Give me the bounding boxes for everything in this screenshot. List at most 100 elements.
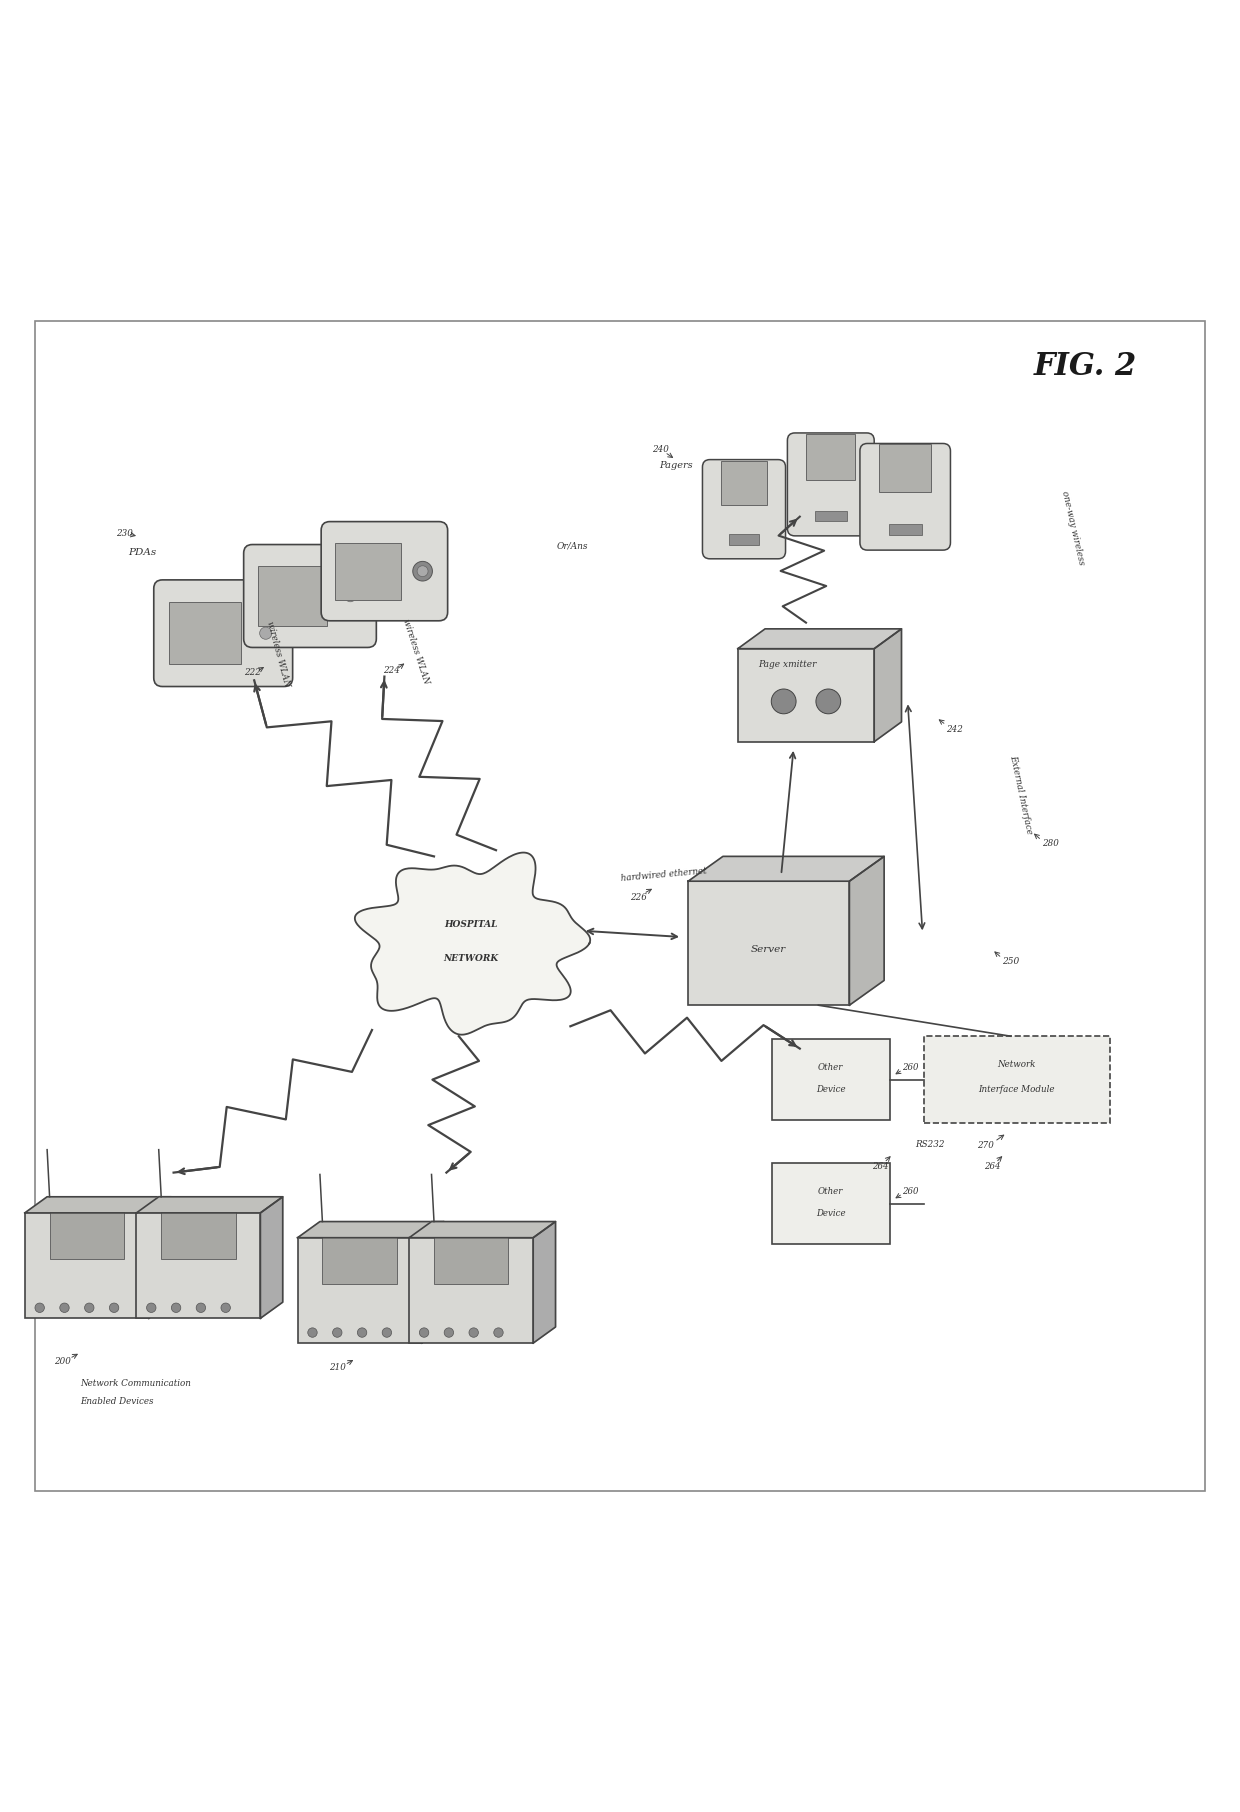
Text: 200: 200 — [53, 1357, 71, 1366]
Circle shape — [171, 1303, 181, 1312]
Circle shape — [494, 1328, 503, 1337]
Circle shape — [60, 1303, 69, 1312]
Bar — [298, 1238, 422, 1343]
Text: wireless WLAN: wireless WLAN — [264, 620, 291, 689]
Text: External Interface: External Interface — [1008, 754, 1033, 835]
Polygon shape — [25, 1196, 171, 1212]
Circle shape — [146, 1303, 156, 1312]
Text: 224: 224 — [383, 665, 401, 674]
Circle shape — [254, 622, 277, 643]
Polygon shape — [136, 1196, 283, 1212]
Circle shape — [84, 1303, 94, 1312]
FancyBboxPatch shape — [861, 444, 950, 551]
Text: PDAs: PDAs — [129, 547, 156, 556]
Circle shape — [816, 689, 841, 714]
Text: 270: 270 — [977, 1142, 994, 1151]
Circle shape — [340, 585, 361, 607]
FancyBboxPatch shape — [243, 545, 377, 647]
Text: 250: 250 — [1002, 957, 1019, 966]
Circle shape — [109, 1303, 119, 1312]
Text: one-way wireless: one-way wireless — [1060, 489, 1085, 565]
Polygon shape — [260, 1196, 283, 1319]
Polygon shape — [849, 857, 884, 1006]
Bar — [169, 602, 242, 665]
Text: Other: Other — [818, 1187, 843, 1196]
Circle shape — [444, 1328, 454, 1337]
Circle shape — [221, 1303, 231, 1312]
Text: 280: 280 — [1042, 839, 1059, 848]
Bar — [879, 444, 931, 493]
Polygon shape — [422, 1221, 444, 1343]
Bar — [738, 649, 874, 741]
Text: 230: 230 — [115, 529, 133, 538]
Text: 226: 226 — [630, 893, 647, 902]
Polygon shape — [738, 629, 901, 649]
Bar — [161, 1212, 236, 1259]
Bar — [771, 1163, 890, 1243]
Text: Device: Device — [816, 1209, 846, 1218]
Circle shape — [413, 562, 433, 582]
Text: Network: Network — [998, 1060, 1035, 1069]
Circle shape — [345, 591, 356, 602]
Polygon shape — [298, 1221, 444, 1238]
Polygon shape — [874, 629, 901, 741]
Polygon shape — [355, 853, 590, 1035]
Circle shape — [332, 1328, 342, 1337]
Bar — [409, 1238, 533, 1343]
Bar — [434, 1236, 508, 1285]
Text: Pagers: Pagers — [658, 462, 693, 471]
Text: NETWORK: NETWORK — [444, 953, 498, 962]
FancyBboxPatch shape — [787, 433, 874, 536]
FancyBboxPatch shape — [154, 580, 293, 687]
Bar — [889, 524, 921, 535]
Bar — [50, 1212, 124, 1259]
Text: Other: Other — [818, 1062, 843, 1071]
Text: 260: 260 — [901, 1062, 919, 1071]
Polygon shape — [688, 857, 884, 881]
Bar — [688, 881, 849, 1006]
Text: HOSPITAL: HOSPITAL — [444, 920, 498, 930]
Bar — [25, 1212, 149, 1319]
Bar — [322, 1236, 397, 1285]
Bar — [806, 435, 856, 480]
Circle shape — [259, 627, 272, 640]
Circle shape — [35, 1303, 45, 1312]
Text: Or/Ans: Or/Ans — [557, 542, 589, 551]
Bar — [720, 460, 768, 506]
Bar — [136, 1212, 260, 1319]
Circle shape — [308, 1328, 317, 1337]
Text: Enabled Devices: Enabled Devices — [81, 1397, 154, 1406]
Text: 264: 264 — [983, 1161, 1001, 1171]
Text: 260: 260 — [901, 1187, 919, 1196]
Text: Interface Module: Interface Module — [978, 1085, 1055, 1094]
Circle shape — [419, 1328, 429, 1337]
Text: 240: 240 — [652, 446, 670, 455]
Circle shape — [382, 1328, 392, 1337]
Circle shape — [771, 689, 796, 714]
Bar — [335, 542, 401, 600]
Circle shape — [357, 1328, 367, 1337]
Text: Device: Device — [816, 1085, 846, 1094]
FancyBboxPatch shape — [321, 522, 448, 622]
Text: 210: 210 — [329, 1363, 346, 1372]
Text: RS232: RS232 — [915, 1140, 945, 1149]
Text: 222: 222 — [244, 669, 262, 678]
Bar — [729, 535, 759, 545]
Bar — [258, 565, 327, 625]
Bar — [771, 1040, 890, 1120]
Bar — [815, 511, 847, 522]
Text: Network Communication: Network Communication — [81, 1379, 191, 1388]
Bar — [924, 1036, 1110, 1123]
Polygon shape — [409, 1221, 556, 1238]
Circle shape — [196, 1303, 206, 1312]
Text: 242: 242 — [946, 725, 963, 734]
Polygon shape — [533, 1221, 556, 1343]
Text: Page xmitter: Page xmitter — [758, 660, 817, 669]
FancyBboxPatch shape — [702, 460, 786, 558]
Circle shape — [417, 565, 428, 576]
Text: wireless WLAN: wireless WLAN — [401, 618, 430, 685]
Text: 264: 264 — [872, 1161, 889, 1171]
Text: FIG. 2: FIG. 2 — [1033, 352, 1137, 382]
Text: hardwired ethernet: hardwired ethernet — [620, 866, 707, 882]
Polygon shape — [149, 1196, 171, 1319]
